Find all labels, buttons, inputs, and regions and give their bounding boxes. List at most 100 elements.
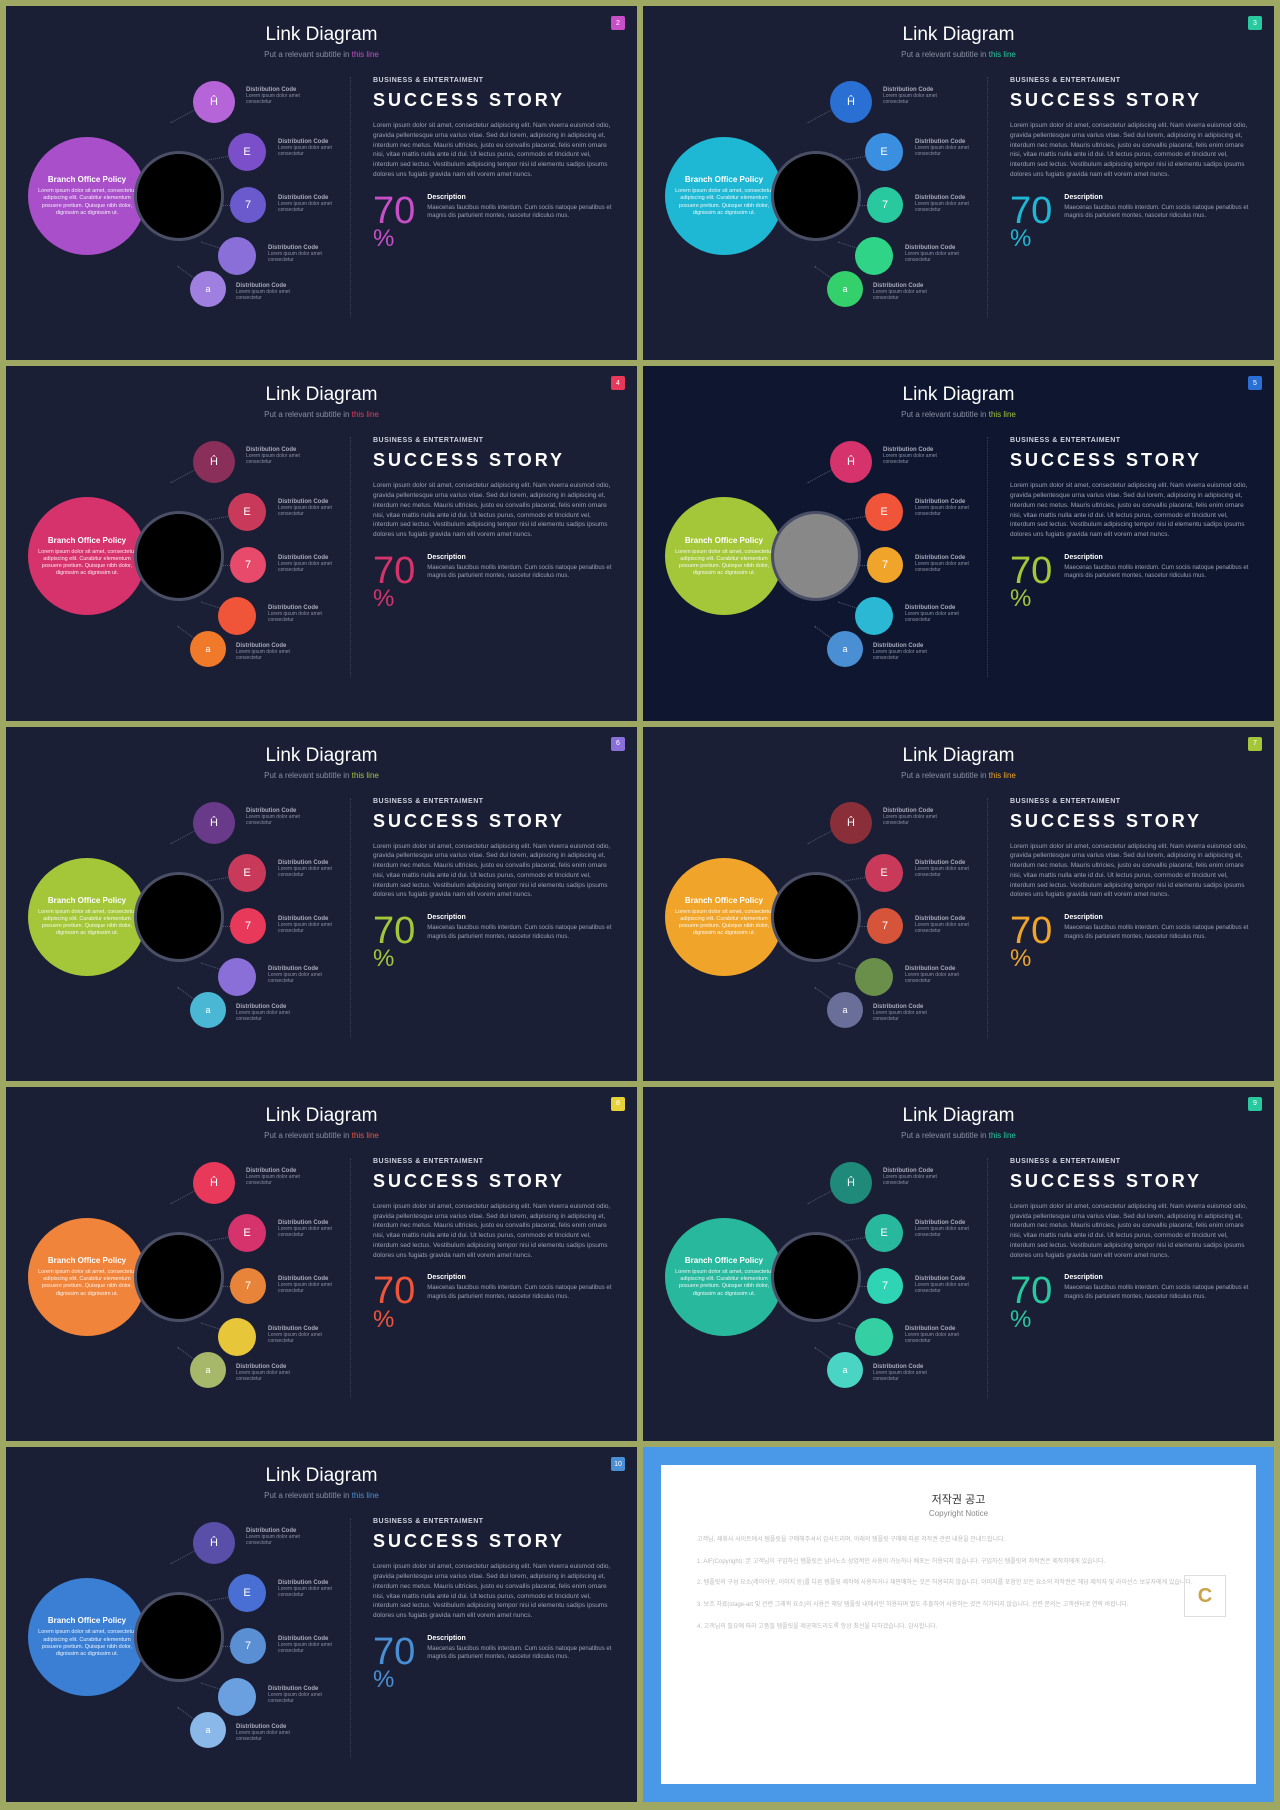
category-label: BUSINESS & ENTERTAIMENT bbox=[1010, 437, 1252, 444]
story-body: Lorem ipsum dolor sit amet, consectetur … bbox=[373, 121, 615, 180]
slide-subtitle: Put a relevant subtitle in this line bbox=[665, 771, 1252, 780]
center-hub bbox=[771, 1232, 861, 1322]
distribution-label-3: Distribution CodeLorem ipsum dolor amet … bbox=[915, 1276, 985, 1294]
distribution-label-2: Distribution CodeLorem ipsum dolor amet … bbox=[278, 1580, 348, 1598]
percentage-value: 70% bbox=[373, 1274, 415, 1330]
distribution-label-5: Distribution CodeLorem ipsum dolor amet … bbox=[236, 283, 306, 301]
diagram-slide: 8 Link Diagram Put a relevant subtitle i… bbox=[6, 1087, 637, 1441]
satellite-node-3: 7 bbox=[230, 187, 266, 223]
satellite-node-4 bbox=[218, 1318, 256, 1356]
distribution-label-4: Distribution CodeLorem ipsum dolor amet … bbox=[905, 966, 975, 984]
description-block: Description Maecenas faucibus mollis int… bbox=[1064, 194, 1252, 221]
satellite-node-4 bbox=[218, 237, 256, 275]
category-label: BUSINESS & ENTERTAIMENT bbox=[373, 1158, 615, 1165]
description-block: Description Maecenas faucibus mollis int… bbox=[1064, 554, 1252, 581]
distribution-label-1: Distribution CodeLorem ipsum dolor amet … bbox=[246, 447, 316, 465]
main-circle-title: Branch Office Policy bbox=[685, 536, 763, 545]
satellite-node-2: E bbox=[228, 1574, 266, 1612]
diagram-slide: 10 Link Diagram Put a relevant subtitle … bbox=[6, 1447, 637, 1801]
main-circle: Branch Office Policy Lorem ipsum dolor s… bbox=[28, 1578, 146, 1696]
satellite-node-2: E bbox=[228, 133, 266, 171]
distribution-label-2: Distribution CodeLorem ipsum dolor amet … bbox=[278, 1220, 348, 1238]
description-block: Description Maecenas faucibus mollis int… bbox=[427, 914, 615, 941]
distribution-label-1: Distribution CodeLorem ipsum dolor amet … bbox=[883, 447, 953, 465]
distribution-label-1: Distribution CodeLorem ipsum dolor amet … bbox=[883, 87, 953, 105]
satellite-node-5: a bbox=[827, 271, 863, 307]
satellite-node-1: Ĥ bbox=[193, 1162, 235, 1204]
link-diagram: Branch Office Policy Lorem ipsum dolor s… bbox=[665, 77, 965, 317]
main-circle-title: Branch Office Policy bbox=[685, 1256, 763, 1265]
main-circle: Branch Office Policy Lorem ipsum dolor s… bbox=[665, 858, 783, 976]
slide-subtitle: Put a relevant subtitle in this line bbox=[28, 50, 615, 59]
slide-subtitle: Put a relevant subtitle in this line bbox=[28, 410, 615, 419]
distribution-label-4: Distribution CodeLorem ipsum dolor amet … bbox=[268, 1686, 338, 1704]
diagram-slide: 2 Link Diagram Put a relevant subtitle i… bbox=[6, 6, 637, 360]
right-panel: BUSINESS & ENTERTAIMENT SUCCESS STORY Lo… bbox=[350, 77, 615, 317]
distribution-label-1: Distribution CodeLorem ipsum dolor amet … bbox=[246, 1168, 316, 1186]
main-circle-title: Branch Office Policy bbox=[48, 536, 126, 545]
main-circle: Branch Office Policy Lorem ipsum dolor s… bbox=[28, 497, 146, 615]
satellite-node-5: a bbox=[827, 992, 863, 1028]
center-hub bbox=[134, 872, 224, 962]
distribution-label-5: Distribution CodeLorem ipsum dolor amet … bbox=[236, 1004, 306, 1022]
right-panel: BUSINESS & ENTERTAIMENT SUCCESS STORY Lo… bbox=[987, 77, 1252, 317]
story-title: SUCCESS STORY bbox=[373, 450, 615, 471]
distribution-label-4: Distribution CodeLorem ipsum dolor amet … bbox=[268, 245, 338, 263]
satellite-node-1: Ĥ bbox=[193, 81, 235, 123]
satellite-node-5: a bbox=[190, 1352, 226, 1388]
main-circle-title: Branch Office Policy bbox=[48, 896, 126, 905]
notice-paragraph-5: 4. 고객님의 필요에 따라 고품질 템플릿을 제공해드리도록 항상 최선을 다… bbox=[697, 1623, 1220, 1633]
distribution-label-4: Distribution CodeLorem ipsum dolor amet … bbox=[905, 1326, 975, 1344]
link-diagram: Branch Office Policy Lorem ipsum dolor s… bbox=[665, 1158, 965, 1398]
description-block: Description Maecenas faucibus mollis int… bbox=[427, 1274, 615, 1301]
satellite-node-3: 7 bbox=[867, 547, 903, 583]
slide-subtitle: Put a relevant subtitle in this line bbox=[28, 1491, 615, 1500]
satellite-node-1: Ĥ bbox=[830, 802, 872, 844]
percentage-value: 70% bbox=[373, 194, 415, 250]
satellite-node-2: E bbox=[228, 493, 266, 531]
notice-paragraph-4: 3. 보조 자료(stage-art 및 관련 그래픽 요소)의 사용은 해당 … bbox=[697, 1601, 1220, 1611]
main-circle-desc: Lorem ipsum dolor sit amet, consectetur … bbox=[38, 1269, 136, 1298]
slide-title: Link Diagram bbox=[28, 745, 615, 767]
description-block: Description Maecenas faucibus mollis int… bbox=[1064, 914, 1252, 941]
link-diagram: Branch Office Policy Lorem ipsum dolor s… bbox=[28, 437, 328, 677]
diagram-slide: 9 Link Diagram Put a relevant subtitle i… bbox=[643, 1087, 1274, 1441]
description-block: Description Maecenas faucibus mollis int… bbox=[427, 1635, 615, 1662]
main-circle-title: Branch Office Policy bbox=[48, 175, 126, 184]
story-title: SUCCESS STORY bbox=[1010, 1171, 1252, 1192]
percentage-value: 70% bbox=[1010, 194, 1052, 250]
story-body: Lorem ipsum dolor sit amet, consectetur … bbox=[1010, 1202, 1252, 1261]
slide-title: Link Diagram bbox=[665, 1105, 1252, 1127]
right-panel: BUSINESS & ENTERTAIMENT SUCCESS STORY Lo… bbox=[987, 798, 1252, 1038]
center-hub bbox=[134, 151, 224, 241]
satellite-node-3: 7 bbox=[867, 908, 903, 944]
slide-number-badge: 6 bbox=[611, 737, 625, 751]
main-circle-title: Branch Office Policy bbox=[685, 175, 763, 184]
story-body: Lorem ipsum dolor sit amet, consectetur … bbox=[373, 842, 615, 901]
satellite-node-2: E bbox=[228, 854, 266, 892]
center-hub bbox=[134, 1232, 224, 1322]
satellite-node-3: 7 bbox=[230, 547, 266, 583]
satellite-node-4 bbox=[218, 958, 256, 996]
link-diagram: Branch Office Policy Lorem ipsum dolor s… bbox=[665, 798, 965, 1038]
diagram-slide: 5 Link Diagram Put a relevant subtitle i… bbox=[643, 366, 1274, 720]
distribution-label-3: Distribution CodeLorem ipsum dolor amet … bbox=[915, 555, 985, 573]
satellite-node-4 bbox=[855, 597, 893, 635]
right-panel: BUSINESS & ENTERTAIMENT SUCCESS STORY Lo… bbox=[350, 798, 615, 1038]
category-label: BUSINESS & ENTERTAIMENT bbox=[1010, 798, 1252, 805]
slide-subtitle: Put a relevant subtitle in this line bbox=[665, 410, 1252, 419]
main-circle-desc: Lorem ipsum dolor sit amet, consectetur … bbox=[675, 188, 773, 217]
main-circle: Branch Office Policy Lorem ipsum dolor s… bbox=[665, 137, 783, 255]
satellite-node-3: 7 bbox=[867, 1268, 903, 1304]
distribution-label-5: Distribution CodeLorem ipsum dolor amet … bbox=[236, 1364, 306, 1382]
description-block: Description Maecenas faucibus mollis int… bbox=[427, 194, 615, 221]
story-title: SUCCESS STORY bbox=[373, 1171, 615, 1192]
main-circle: Branch Office Policy Lorem ipsum dolor s… bbox=[665, 1218, 783, 1336]
story-title: SUCCESS STORY bbox=[373, 811, 615, 832]
satellite-node-1: Ĥ bbox=[193, 802, 235, 844]
satellite-node-3: 7 bbox=[230, 1268, 266, 1304]
distribution-label-2: Distribution CodeLorem ipsum dolor amet … bbox=[278, 499, 348, 517]
diagram-slide: 7 Link Diagram Put a relevant subtitle i… bbox=[643, 727, 1274, 1081]
satellite-node-5: a bbox=[190, 1712, 226, 1748]
satellite-node-4 bbox=[855, 237, 893, 275]
